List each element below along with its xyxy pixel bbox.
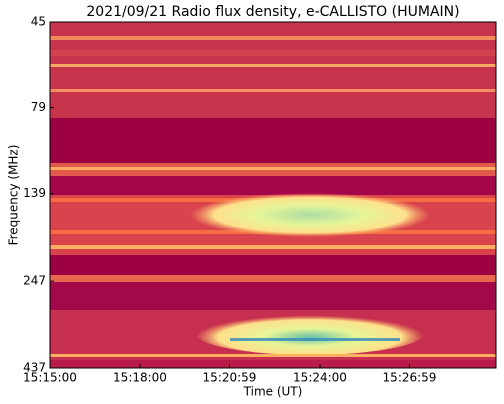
- y-tick-label: 247: [23, 274, 46, 288]
- y-tick-label: 139: [23, 186, 46, 200]
- x-tick-label: 15:15:00: [23, 371, 77, 385]
- y-tick-label: 79: [31, 100, 46, 114]
- x-tick-label: 15:18:00: [113, 371, 167, 385]
- x-tick-label: 15:24:00: [293, 371, 347, 385]
- x-axis-label: Time (UT): [243, 385, 303, 399]
- plot-frame: [49, 21, 497, 369]
- y-tick-label: 437: [23, 361, 46, 375]
- x-tick-label: 15:20:59: [203, 371, 257, 385]
- x-tick-label: 15:26:59: [383, 371, 437, 385]
- chart-title: 2021/09/21 Radio flux density, e-CALLIST…: [86, 4, 459, 20]
- y-axis-label: Frequency (MHz): [7, 145, 21, 246]
- y-tick-label: 45: [31, 15, 46, 29]
- spectrogram-image: [50, 22, 496, 368]
